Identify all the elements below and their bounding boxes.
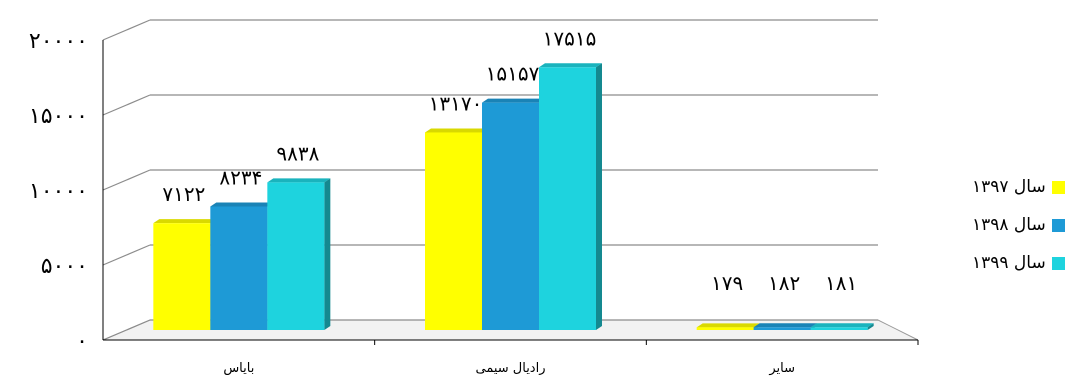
x-category-label: بایاس <box>223 361 254 376</box>
bar <box>267 182 324 330</box>
y-tick-label: ۱۵۰۰۰ <box>29 104 88 129</box>
bar-top <box>210 202 273 206</box>
bar <box>153 223 210 330</box>
data-label: ۱۸۲ <box>768 271 800 295</box>
data-label: ۱۳۱۷۰ <box>429 91 483 115</box>
bar-side <box>324 178 330 330</box>
x-category-label: سایر <box>768 361 795 376</box>
bar-side <box>596 63 602 330</box>
bar-top <box>539 63 602 67</box>
legend-item-1399: سال ۱۳۹۹ <box>972 244 1065 282</box>
legend: سال ۱۳۹۷ سال ۱۳۹۸ سال ۱۳۹۹ <box>972 168 1065 282</box>
data-label: ۷۱۲۲ <box>162 182 205 206</box>
y-tick-label: ۱۰۰۰۰ <box>29 179 88 204</box>
legend-label-1398: سال ۱۳۹۸ <box>972 215 1046 235</box>
gridline-diagonal <box>103 170 150 190</box>
legend-swatch-1398 <box>1052 219 1065 232</box>
y-tick-label: ۲۰۰۰۰ <box>29 29 88 54</box>
legend-swatch-1399 <box>1052 257 1065 270</box>
bar-top <box>697 323 760 327</box>
x-category-label: رادیال سیمی <box>475 361 545 376</box>
y-tick-label: ۵۰۰۰ <box>41 254 88 279</box>
bar <box>210 206 267 330</box>
legend-item-1398: سال ۱۳۹۸ <box>972 206 1065 244</box>
bar <box>754 327 811 330</box>
y-tick-label: ۰ <box>76 329 88 354</box>
data-label: ۱۷۹ <box>711 271 743 295</box>
bar-top <box>754 323 817 327</box>
bar-top <box>267 178 330 182</box>
bar <box>697 327 754 330</box>
legend-item-1397: سال ۱۳۹۷ <box>972 168 1065 206</box>
data-label: ۹۸۳۸ <box>276 141 319 165</box>
bar <box>811 327 868 330</box>
bar-top <box>811 323 874 327</box>
data-label: ۱۸۱ <box>825 271 857 295</box>
data-label: ۸۲۳۴ <box>219 165 262 189</box>
bar <box>539 67 596 330</box>
gridline-diagonal <box>103 95 150 115</box>
bar-top <box>153 219 216 223</box>
gridline-diagonal <box>103 245 150 265</box>
bar <box>425 132 482 330</box>
gridline-diagonal <box>103 20 150 40</box>
bar-top <box>482 99 545 103</box>
bar <box>482 103 539 330</box>
data-label: ۱۷۵۱۵ <box>543 26 597 50</box>
legend-swatch-1397 <box>1052 181 1065 194</box>
legend-label-1397: سال ۱۳۹۷ <box>972 177 1046 197</box>
legend-label-1399: سال ۱۳۹۹ <box>972 253 1046 273</box>
data-label: ۱۵۱۵۷ <box>486 62 540 86</box>
bar-top <box>425 128 488 132</box>
